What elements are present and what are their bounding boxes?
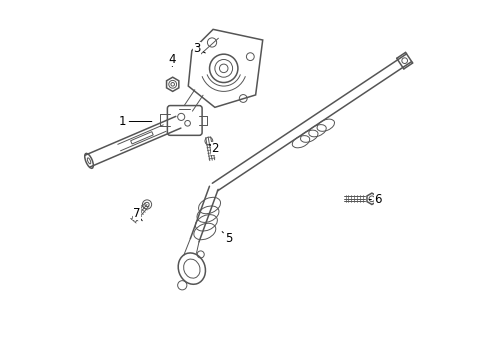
Text: 6: 6: [369, 193, 382, 206]
Text: 5: 5: [222, 231, 233, 245]
Text: 4: 4: [169, 53, 176, 67]
Text: 1: 1: [119, 115, 152, 128]
Text: 2: 2: [210, 141, 219, 154]
Text: 3: 3: [194, 42, 205, 55]
Text: 7: 7: [133, 207, 142, 221]
